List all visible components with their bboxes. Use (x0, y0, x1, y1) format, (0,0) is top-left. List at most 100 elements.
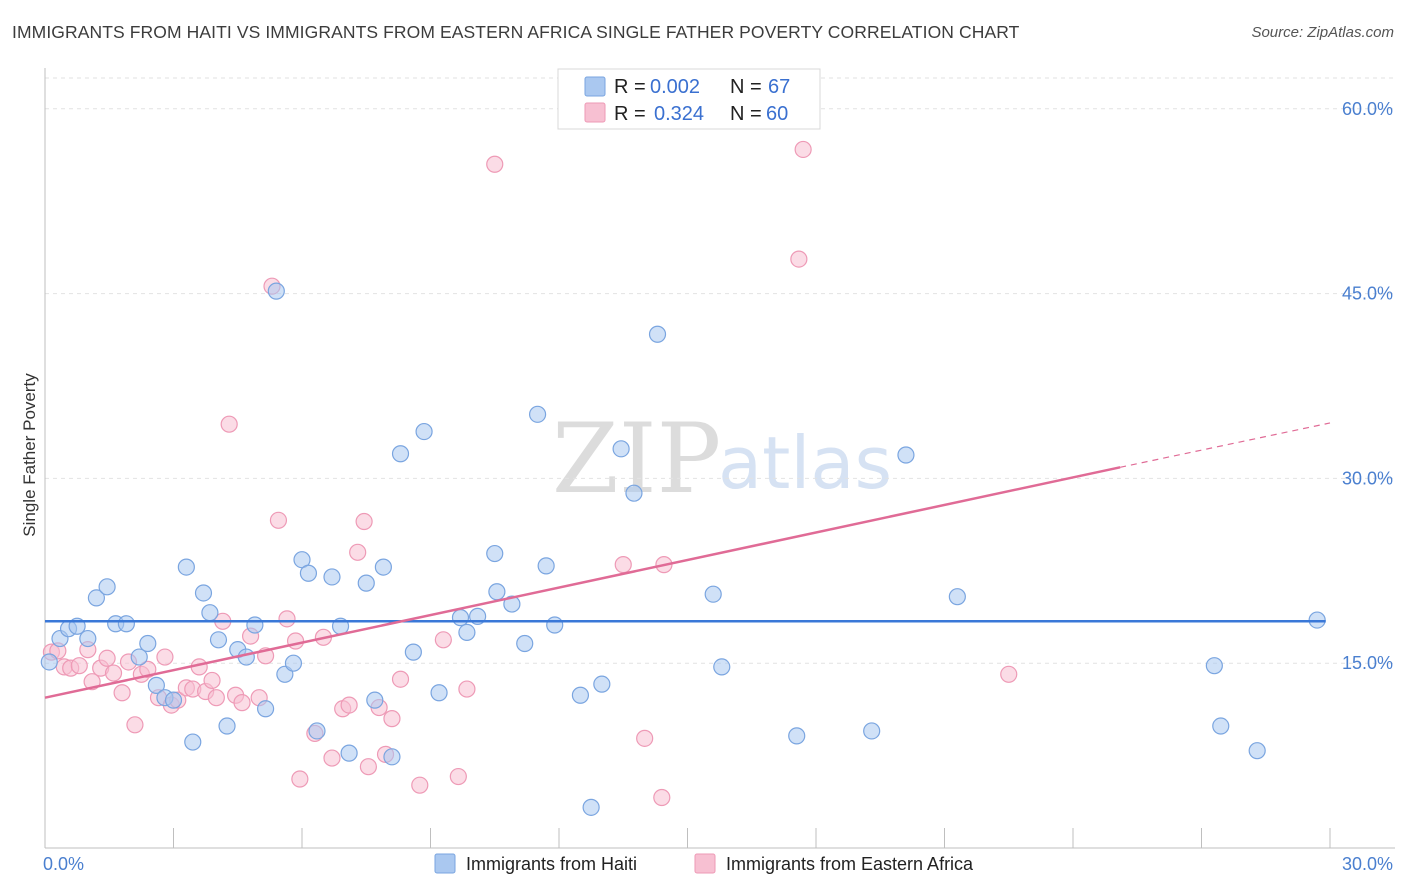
africa-point-50 (434, 631, 452, 649)
africa-point-23 (203, 671, 221, 690)
haiti-point-49 (537, 557, 555, 575)
africa-point-44 (359, 758, 377, 776)
africa-point-24 (207, 689, 225, 707)
haiti-point-53 (593, 675, 611, 693)
bottom-legend-label-africa: Immigrants from Eastern Africa (726, 854, 974, 874)
haiti-point-30 (323, 568, 341, 586)
africa-point-26 (220, 415, 238, 433)
africa-point-55 (636, 729, 654, 747)
africa-point-12 (126, 716, 144, 734)
haiti-point-41 (451, 609, 470, 627)
africa-point-28 (233, 694, 251, 712)
x-tick-label-1: 30.0% (1342, 854, 1393, 874)
haiti-point-13 (164, 691, 183, 709)
africa-point-43 (355, 512, 373, 531)
x-tick-label-0: 0.0% (43, 854, 84, 874)
haiti-point-62 (948, 588, 966, 606)
africa-point-59 (794, 140, 812, 159)
africa-trend-extension (1119, 422, 1331, 468)
africa-point-9 (104, 664, 123, 682)
haiti-point-4 (79, 629, 97, 648)
bottom-legend-swatch-africa (694, 853, 716, 874)
africa-point-48 (391, 670, 410, 688)
haiti-point-54 (612, 440, 630, 458)
africa-point-56 (653, 788, 671, 807)
haiti-point-56 (648, 325, 667, 343)
haiti-point-22 (246, 616, 264, 634)
axes (44, 68, 1395, 849)
haiti-point-26 (284, 654, 303, 672)
trend-lines (44, 422, 1331, 699)
africa-point-58 (790, 250, 808, 268)
chart-title: IMMIGRANTS FROM HAITI VS IMMIGRANTS FROM… (12, 22, 1020, 42)
haiti-point-50 (546, 616, 564, 634)
haiti-point-61 (897, 446, 915, 464)
africa-point-14 (139, 660, 157, 678)
haiti-point-34 (366, 691, 384, 709)
africa-point-42 (349, 543, 367, 561)
y-axis-label: Single Father Poverty (20, 373, 39, 537)
africa-point-39 (323, 749, 341, 767)
haiti-point-5 (87, 589, 106, 607)
haiti-point-51 (571, 686, 590, 704)
haiti-point-23 (256, 700, 275, 718)
haiti-point-10 (139, 634, 157, 653)
haiti-point-47 (516, 634, 534, 653)
africa-point-51 (449, 767, 467, 786)
africa-trend-line (44, 466, 1121, 699)
correlation-legend: R = 0.002 N = 67 R = 0.324 N = 60 (557, 68, 821, 130)
source-credit: Source: ZipAtlas.com (1251, 24, 1394, 41)
y-tick-label-3: 60.0% (1342, 99, 1393, 119)
africa-point-33 (269, 511, 288, 529)
haiti-point-35 (374, 558, 392, 576)
y-tick-label-2: 45.0% (1342, 284, 1393, 304)
haiti-point-11 (147, 676, 165, 694)
haiti-point-39 (415, 422, 433, 441)
haiti-point-38 (404, 643, 422, 661)
africa-point-34 (278, 610, 296, 628)
haiti-point-44 (486, 544, 504, 563)
y-tick-labels: 15.0% 30.0% 45.0% 60.0% (1342, 99, 1393, 673)
haiti-point-42 (458, 623, 476, 642)
legend-swatch-haiti (584, 76, 606, 97)
haiti-point-45 (488, 583, 506, 601)
y-tick-label-0: 15.0% (1342, 653, 1393, 673)
legend-n-value-haiti: 67 (768, 76, 790, 98)
haiti-point-55 (625, 484, 643, 502)
legend-r-value-haiti: 0.002 (650, 76, 700, 98)
haiti-point-58 (713, 658, 731, 676)
haiti-point-63 (1205, 657, 1223, 675)
haiti-point-64 (1212, 717, 1230, 735)
haiti-point-60 (863, 722, 881, 740)
legend-n-label-haiti: N = (730, 76, 762, 98)
haiti-point-46 (503, 595, 521, 613)
bottom-legend-label-haiti: Immigrants from Haiti (466, 854, 637, 874)
legend-r-value-africa: 0.324 (654, 103, 704, 125)
haiti-point-15 (184, 733, 202, 751)
x-tick-labels: 0.0% 30.0% (43, 854, 1393, 874)
haiti-point-57 (704, 585, 722, 603)
haiti-point-0 (40, 653, 58, 671)
haiti-point-6 (98, 578, 116, 596)
haiti-point-14 (177, 558, 195, 576)
haiti-point-37 (391, 445, 410, 463)
africa-point-16 (156, 648, 174, 666)
legend-swatch-africa (584, 102, 606, 123)
grid-lines (45, 77, 1395, 664)
haiti-point-65 (1248, 742, 1266, 760)
haiti-point-19 (218, 717, 236, 735)
watermark-atlas: atlas (718, 421, 892, 505)
haiti-point-17 (201, 604, 219, 622)
haiti-point-48 (528, 405, 547, 423)
haiti-point-40 (430, 684, 448, 702)
haiti-point-32 (340, 744, 358, 762)
africa-point-60 (1000, 665, 1018, 683)
africa-point-4 (70, 657, 88, 675)
africa-point-8 (98, 649, 116, 667)
africa-point-47 (383, 710, 401, 728)
africa-point-53 (486, 155, 504, 173)
haiti-point-36 (383, 748, 401, 766)
haiti-point-59 (788, 727, 806, 745)
haiti-point-18 (209, 631, 228, 649)
